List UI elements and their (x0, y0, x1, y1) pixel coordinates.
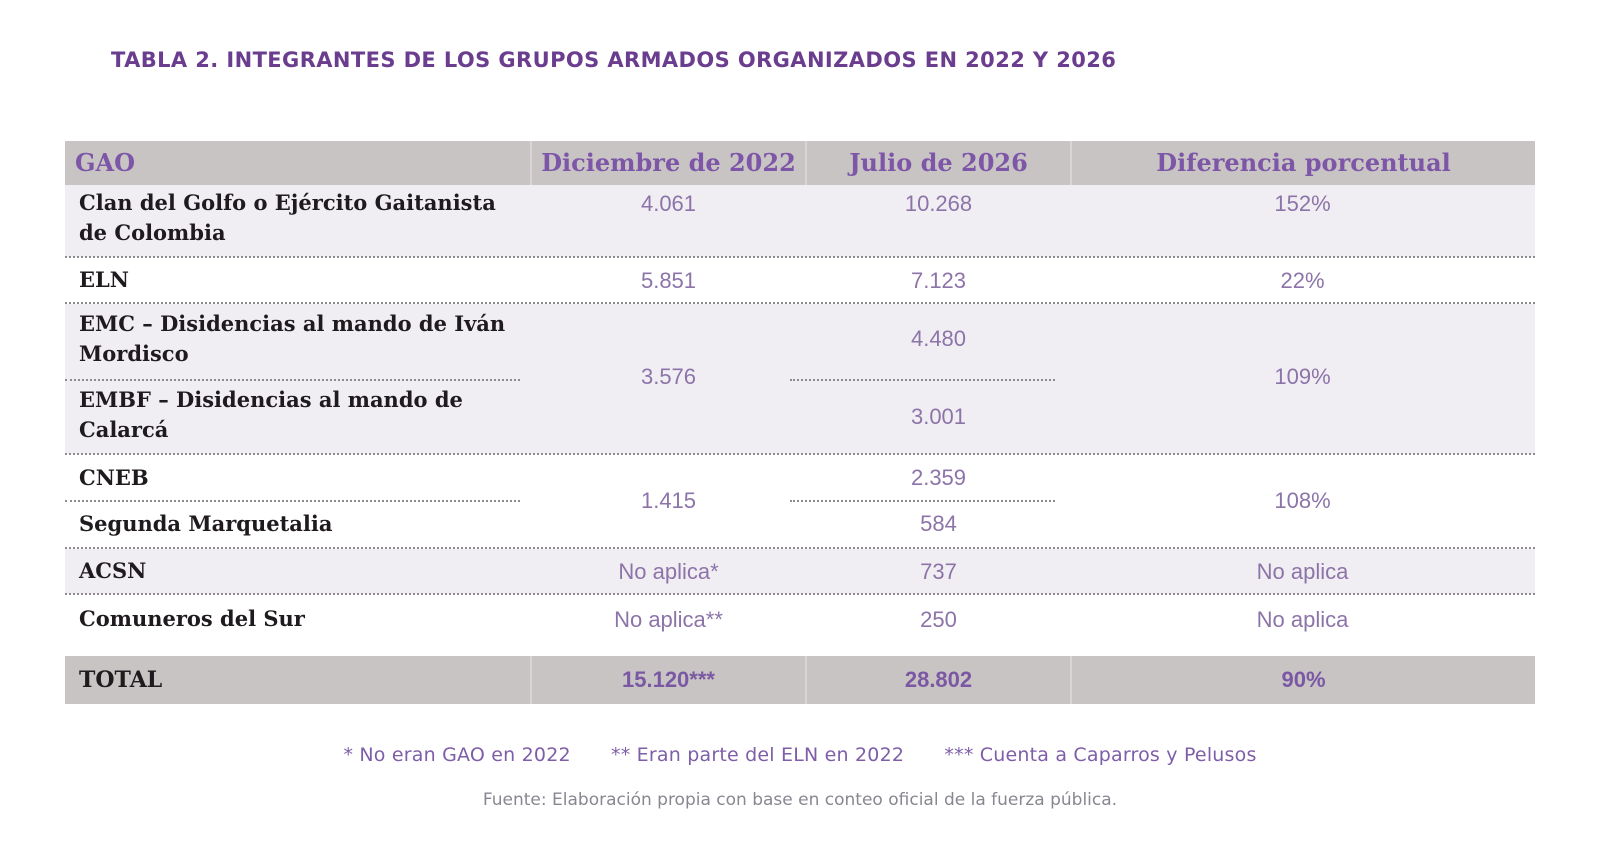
cell-jul-2026-embf: 3.001 (910, 404, 967, 429)
label-line: EMC – Disidencias al mando de Iván (79, 311, 506, 336)
row-divider (65, 593, 1535, 595)
cell-dic-2022: 4.061 (640, 191, 697, 216)
cell-jul-2026: 250 (920, 607, 957, 632)
row-divider (65, 500, 520, 502)
row-label-cneb: CNEB (79, 465, 149, 490)
header-diferencia: Diferencia porcentual (1156, 148, 1451, 177)
cell-diferencia-shared: 109% (1274, 364, 1331, 389)
row-divider (65, 256, 1535, 258)
header-gao: GAO (75, 148, 136, 177)
row-label-marquetalia: Segunda Marquetalia (79, 511, 333, 536)
row-label-eln: ELN (79, 267, 129, 292)
cell-jul-2026: 7.123 (910, 268, 967, 293)
source-note: Fuente: Elaboración propia con base en c… (482, 790, 1118, 810)
footnote: *** Cuenta a Caparros y Pelusos (944, 744, 1257, 766)
cell-jul-2026-emc: 4.480 (910, 326, 967, 351)
footnotes: * No eran GAO en 2022 ** Eran parte del … (0, 744, 1600, 766)
table-title: TABLA 2. INTEGRANTES DE LOS GRUPOS ARMAD… (111, 48, 1117, 72)
cell-dic-2022: 5.851 (640, 268, 697, 293)
cell-jul-2026: 737 (920, 559, 957, 584)
header-jul-2026: Julio de 2026 (849, 148, 1028, 177)
cell-jul-2026-cneb: 2.359 (910, 465, 967, 490)
cell-diferencia: 22% (1280, 268, 1325, 293)
footnote: * No eran GAO en 2022 (343, 744, 571, 766)
row-divider (65, 547, 1535, 549)
row-divider (790, 500, 1055, 502)
header-dic-2022: Diciembre de 2022 (541, 148, 796, 177)
cell-diferencia: No aplica (1256, 559, 1349, 584)
row-label-comuneros: Comuneros del Sur (79, 606, 305, 631)
label-line: de Colombia (79, 220, 226, 245)
column-divider (530, 141, 532, 185)
column-divider (1070, 656, 1072, 704)
cell-diferencia: No aplica (1256, 607, 1349, 632)
total-diferencia: 90% (1281, 667, 1326, 692)
total-jul-2026: 28.802 (904, 667, 973, 692)
label-line: EMBF – Disidencias al mando de (79, 387, 463, 412)
cell-jul-2026-marquetalia: 584 (920, 511, 957, 536)
cell-diferencia: 152% (1274, 191, 1331, 216)
label-line: Mordisco (79, 341, 189, 366)
row-divider (65, 379, 520, 381)
column-divider (805, 141, 807, 185)
table-row-eln: ELN 5.851 7.123 22% (65, 258, 1535, 303)
row-divider (65, 302, 1535, 304)
table-row-clan-del-golfo: Clan del Golfo o Ejército Gaitanista de … (65, 185, 1535, 257)
cell-jul-2026: 10.268 (904, 191, 973, 216)
cell-dic-2022: No aplica* (618, 559, 719, 584)
label-line: Calarcá (79, 417, 169, 442)
table-row-comuneros: Comuneros del Sur No aplica** 250 No apl… (65, 595, 1535, 656)
cell-dic-2022-shared: 3.576 (640, 364, 697, 389)
column-divider (1070, 141, 1072, 185)
row-divider (790, 379, 1055, 381)
cell-diferencia-shared: 108% (1274, 488, 1331, 513)
row-label-embf: EMBF – Disidencias al mando de Calarcá (79, 385, 463, 445)
footnote: ** Eran parte del ELN en 2022 (611, 744, 905, 766)
cell-dic-2022: No aplica** (614, 607, 723, 632)
total-dic-2022: 15.120*** (622, 667, 715, 692)
row-divider (65, 453, 1535, 455)
label-line: Clan del Golfo o Ejército Gaitanista (79, 190, 496, 215)
row-label-clan: Clan del Golfo o Ejército Gaitanista de … (79, 188, 496, 248)
table-row-total: TOTAL 15.120*** 28.802 90% (65, 656, 1535, 704)
total-label: TOTAL (79, 667, 163, 693)
column-divider (530, 656, 532, 704)
table-header: GAO Diciembre de 2022 Julio de 2026 Dife… (65, 141, 1535, 185)
column-divider (805, 656, 807, 704)
row-label-acsn: ACSN (79, 558, 147, 583)
row-label-emc: EMC – Disidencias al mando de Iván Mordi… (79, 309, 505, 369)
table-row-acsn: ACSN No aplica* 737 No aplica (65, 549, 1535, 594)
cell-dic-2022-shared: 1.415 (640, 488, 697, 513)
